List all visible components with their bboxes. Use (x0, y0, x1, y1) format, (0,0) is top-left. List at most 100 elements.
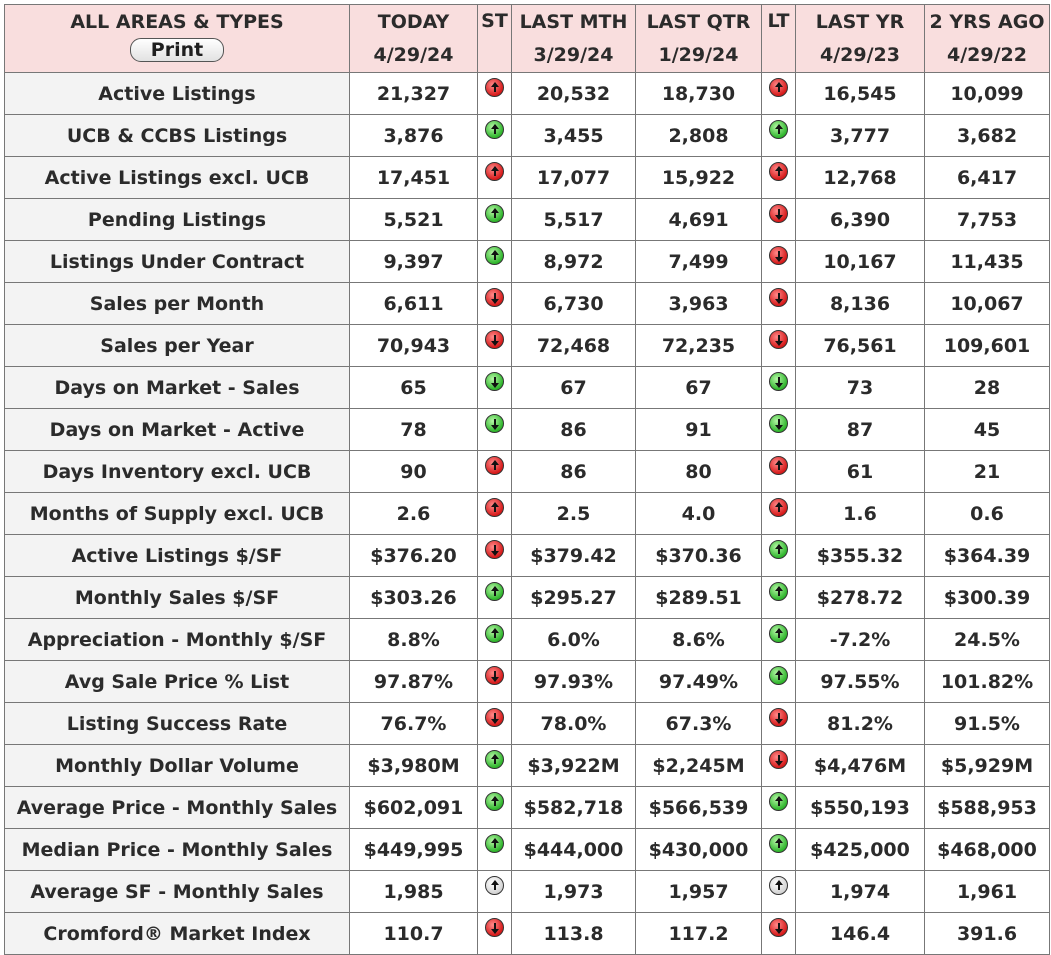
row-label: Days on Market - Sales (4, 366, 350, 409)
table-row: Avg Sale Price % List 97.87% 97.93% 97.49% 9… (4, 660, 1050, 703)
last-year-value: $278.72 (795, 576, 925, 619)
arrow-down-green-icon (485, 372, 504, 391)
arrow-up-red-icon (485, 162, 504, 181)
today-value: 21,327 (349, 72, 478, 115)
long-term-trend-cell (761, 324, 796, 367)
market-stats-table: ALL AREAS & TYPES TODAY ST LAST MTH LAST… (4, 4, 1050, 955)
arrow-up-red-icon (485, 456, 504, 475)
arrow-down-red-icon (769, 204, 788, 223)
short-term-trend-cell (477, 828, 512, 871)
long-term-trend-cell (761, 786, 796, 829)
col-last-qtr-header: LAST QTR (635, 4, 762, 38)
last-year-value: 1.6 (795, 492, 925, 535)
last-month-value: $444,000 (511, 828, 636, 871)
row-label: UCB & CCBS Listings (4, 114, 350, 157)
today-value: $602,091 (349, 786, 478, 829)
last-year-value: $425,000 (795, 828, 925, 871)
last-quarter-value: 2,808 (635, 114, 762, 157)
table-row: Average Price - Monthly Sales $602,091 $58… (4, 786, 1050, 829)
table-row: Average SF - Monthly Sales 1,985 1,973 1,95… (4, 870, 1050, 913)
two-years-ago-value: 1,961 (924, 870, 1050, 913)
today-value: 1,985 (349, 870, 478, 913)
last-month-value: 6,730 (511, 282, 636, 325)
arrow-up-green-icon (485, 246, 504, 265)
two-years-ago-value: 0.6 (924, 492, 1050, 535)
arrow-down-red-icon (485, 918, 504, 937)
last-month-value: 5,517 (511, 198, 636, 241)
arrow-up-green-icon (485, 750, 504, 769)
long-term-trend-cell (761, 282, 796, 325)
arrow-down-green-icon (769, 414, 788, 433)
table-row: UCB & CCBS Listings 3,876 3,455 2,808 3,777 3… (4, 114, 1050, 157)
table-row: Active Listings excl. UCB 17,451 17,077 15,… (4, 156, 1050, 199)
last-quarter-value: 117.2 (635, 912, 762, 955)
table-row: Days on Market - Active 78 86 91 87 45 (4, 408, 1050, 451)
last-year-value: $550,193 (795, 786, 925, 829)
arrow-up-red-icon (485, 78, 504, 97)
row-label: Average Price - Monthly Sales (4, 786, 350, 829)
two-years-ago-value: 10,067 (924, 282, 1050, 325)
table-row: Days on Market - Sales 65 67 67 73 28 (4, 366, 1050, 409)
short-term-trend-cell (477, 156, 512, 199)
table-row: Listing Success Rate 76.7% 78.0% 67.3% 81.2%… (4, 702, 1050, 745)
row-label: Pending Listings (4, 198, 350, 241)
arrow-up-green-icon (769, 540, 788, 559)
last-month-value: 67 (511, 366, 636, 409)
short-term-trend-cell (477, 366, 512, 409)
last-quarter-value: 97.49% (635, 660, 762, 703)
last-year-value: 1,974 (795, 870, 925, 913)
arrow-up-green-icon (769, 624, 788, 643)
row-label: Months of Supply excl. UCB (4, 492, 350, 535)
long-term-trend-cell (761, 702, 796, 745)
long-term-trend-cell (761, 156, 796, 199)
arrow-up-white-icon (485, 876, 504, 895)
table-row: Median Price - Monthly Sales $449,995 $444… (4, 828, 1050, 871)
arrow-down-red-icon (485, 708, 504, 727)
row-label: Sales per Month (4, 282, 350, 325)
today-value: 90 (349, 450, 478, 493)
today-value: $303.26 (349, 576, 478, 619)
arrow-up-green-icon (769, 120, 788, 139)
col-last-qtr-date: 1/29/24 (635, 38, 762, 73)
today-value: 65 (349, 366, 478, 409)
today-value: 3,876 (349, 114, 478, 157)
col-last-yr-date: 4/29/23 (795, 38, 925, 73)
last-month-value: $3,922M (511, 744, 636, 787)
two-years-ago-value: $300.39 (924, 576, 1050, 619)
last-quarter-value: $2,245M (635, 744, 762, 787)
arrow-up-red-icon (485, 498, 504, 517)
last-quarter-value: $566,539 (635, 786, 762, 829)
long-term-trend-cell (761, 828, 796, 871)
header-row-dates: Print 4/29/24 3/29/24 1/29/24 4/29/23 4/… (4, 38, 1050, 73)
two-years-ago-value: $364.39 (924, 534, 1050, 577)
today-value: 2.6 (349, 492, 478, 535)
last-month-value: $295.27 (511, 576, 636, 619)
last-quarter-value: 4.0 (635, 492, 762, 535)
two-years-ago-value: 21 (924, 450, 1050, 493)
table-row: Sales per Year 70,943 72,468 72,235 76,561 10… (4, 324, 1050, 367)
row-label: Active Listings excl. UCB (4, 156, 350, 199)
short-term-trend-cell (477, 114, 512, 157)
arrow-down-red-icon (485, 540, 504, 559)
last-month-value: 86 (511, 450, 636, 493)
short-term-trend-cell (477, 576, 512, 619)
long-term-trend-cell (761, 744, 796, 787)
long-term-trend-cell (761, 408, 796, 451)
long-term-trend-cell (761, 72, 796, 115)
two-years-ago-value: 101.82% (924, 660, 1050, 703)
today-value: 70,943 (349, 324, 478, 367)
print-button[interactable]: Print (129, 38, 225, 62)
last-month-value: 3,455 (511, 114, 636, 157)
short-term-trend-cell (477, 870, 512, 913)
table-row: Pending Listings 5,521 5,517 4,691 6,390 7,75… (4, 198, 1050, 241)
last-year-value: 146.4 (795, 912, 925, 955)
two-years-ago-value: 11,435 (924, 240, 1050, 283)
last-year-value: 76,561 (795, 324, 925, 367)
two-years-ago-value: $5,929M (924, 744, 1050, 787)
last-year-value: $355.32 (795, 534, 925, 577)
table-row: Monthly Sales $/SF $303.26 $295.27 $289.51 $… (4, 576, 1050, 619)
last-month-value: 72,468 (511, 324, 636, 367)
today-value: 6,611 (349, 282, 478, 325)
short-term-trend-cell (477, 534, 512, 577)
arrow-up-green-icon (485, 792, 504, 811)
